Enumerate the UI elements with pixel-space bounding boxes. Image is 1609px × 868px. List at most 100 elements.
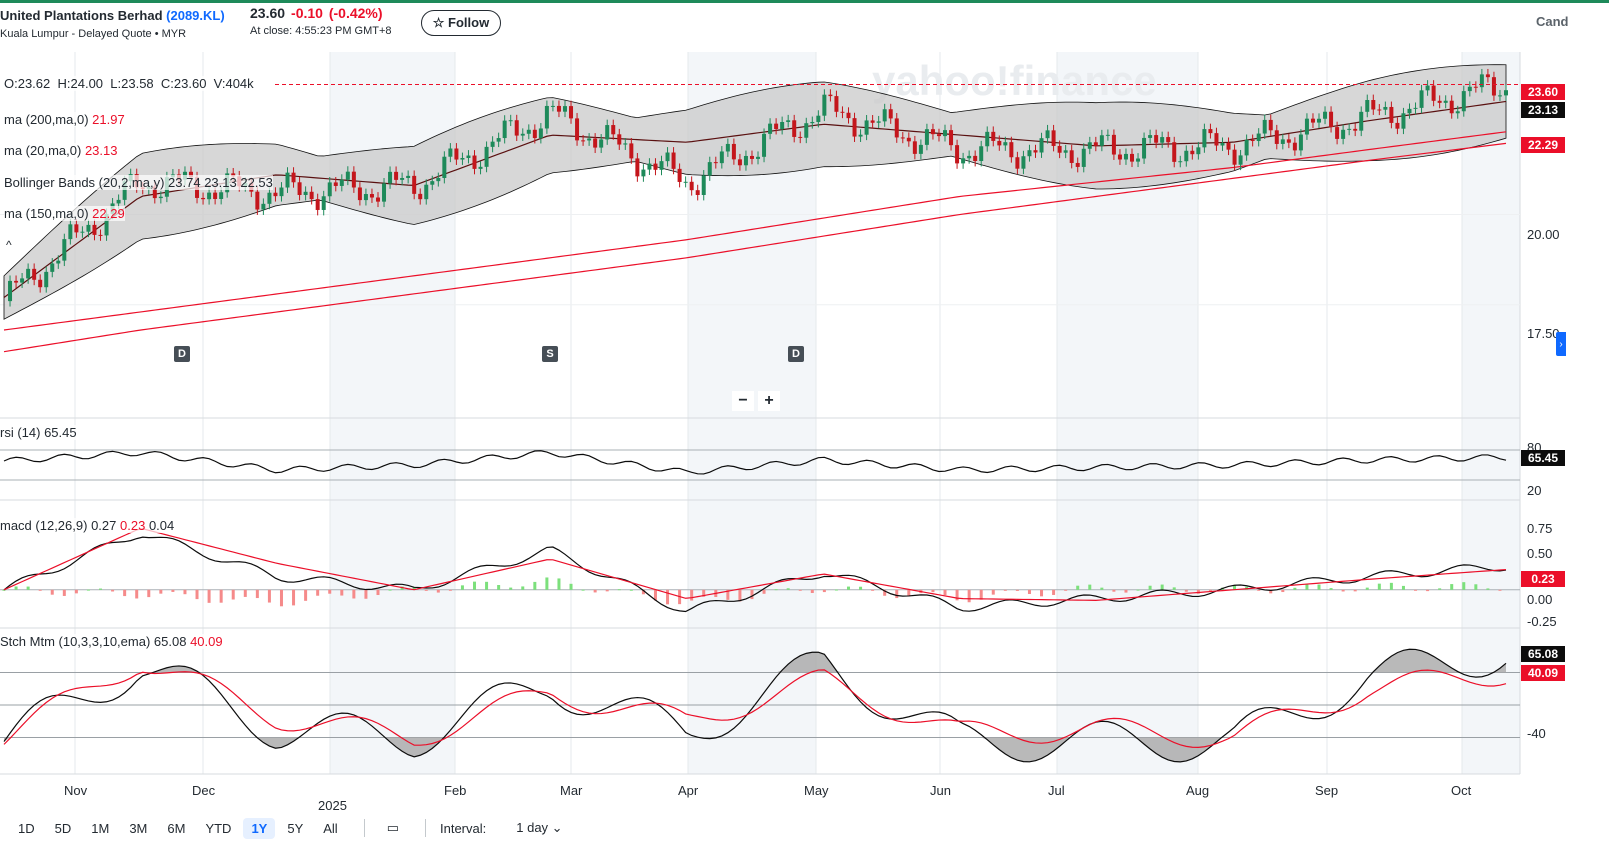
candle-body [1160, 137, 1165, 143]
macd-histogram-bar [436, 589, 440, 593]
candle-body [116, 199, 121, 204]
ma20-legend[interactable]: ma (20,ma,0) 23.13 [4, 143, 118, 158]
macd-histogram-bar [50, 589, 54, 595]
macd-legend[interactable]: macd (12,26,9) 0.27 0.23 0.04 [0, 518, 175, 533]
month-band [1462, 52, 1520, 774]
candle-body [1202, 129, 1207, 148]
candle-body [550, 105, 555, 107]
macd-histogram-bar [859, 586, 863, 590]
collapse-legend-icon[interactable]: ^ [6, 238, 12, 252]
candle-body [1075, 162, 1080, 167]
candle-body [1286, 139, 1291, 143]
range-all-button[interactable]: All [323, 820, 338, 836]
range-1y-button[interactable]: 1Y [243, 817, 276, 839]
zoom-out-button[interactable]: − [732, 391, 754, 411]
candle-body [74, 224, 79, 233]
range-1m-button[interactable]: 1M [91, 820, 110, 836]
ma150-label: ma (150,ma,0) [4, 206, 89, 221]
bollinger-legend[interactable]: Bollinger Bands (20,2,ma,y) 23.74 23.13 … [4, 175, 273, 190]
range-6m-button[interactable]: 6M [167, 820, 186, 836]
macd-histogram-bar [304, 589, 308, 601]
event-marker-dividend[interactable]: D [174, 346, 190, 362]
candle-body [888, 109, 893, 119]
candle-body [1214, 133, 1219, 146]
candle-body [1208, 129, 1213, 134]
candle-body [1473, 86, 1478, 88]
xtick-oct: Oct [1451, 783, 1472, 798]
ticker-symbol[interactable]: (2089.KL) [166, 8, 225, 23]
macd-histogram-bar [1293, 587, 1297, 590]
candle-body [906, 137, 911, 142]
candle-body [967, 155, 972, 159]
candle-body [635, 158, 640, 177]
candle-body [725, 143, 730, 152]
range-1d-button[interactable]: 1D [18, 820, 35, 836]
candle-body [834, 96, 839, 112]
candle-body [900, 137, 905, 139]
zoom-in-button[interactable]: + [758, 391, 780, 411]
macd-histogram-bar [545, 577, 549, 590]
range-ytd-button[interactable]: YTD [205, 820, 232, 836]
macd-histogram-bar [1341, 589, 1345, 592]
macd-histogram-bar [1112, 589, 1116, 592]
candle-body [98, 234, 103, 236]
candle-body [882, 109, 887, 122]
candle-body [44, 271, 49, 288]
macd-histogram-bar [352, 589, 356, 599]
rsi-line [3, 450, 1507, 475]
candle-body [1461, 91, 1466, 112]
follow-button[interactable]: ☆ Follow [421, 10, 501, 36]
candle-body [454, 148, 459, 160]
macd-histogram-bar [1088, 584, 1092, 590]
candle-body [997, 140, 1002, 146]
candle-body [460, 157, 465, 160]
stch-legend[interactable]: Stch Mtm (10,3,3,10,ema) 65.08 40.09 [0, 634, 223, 649]
ma150-legend[interactable]: ma (150,ma,0) 22.29 [4, 206, 125, 221]
macd-histogram-bar [1414, 589, 1418, 591]
calendar-icon[interactable]: ▭ [386, 820, 399, 835]
macd-histogram-bar [1027, 589, 1031, 594]
candle-body [478, 166, 483, 169]
candle-body [1389, 106, 1394, 123]
candle-body [1413, 107, 1418, 109]
candle-body [611, 125, 616, 135]
candle-body [737, 159, 742, 166]
macd-histogram-bar [207, 589, 211, 603]
macd-histogram-bar [533, 581, 537, 590]
range-5d-button[interactable]: 5D [54, 820, 72, 836]
candle-body [1238, 155, 1243, 165]
close-value: C:23.60 [160, 76, 207, 91]
toolbar-divider [425, 819, 426, 837]
candle-body [1148, 135, 1153, 138]
macd-histogram-bar [86, 589, 90, 591]
candle-body [1419, 90, 1424, 108]
candle-body [207, 192, 212, 200]
candle-body [1117, 154, 1122, 160]
range-3m-button[interactable]: 3M [129, 820, 148, 836]
candle-body [1015, 157, 1020, 169]
candle-body [707, 162, 712, 176]
watermark: yahoo!finance [872, 57, 1157, 104]
candle-body [412, 175, 417, 194]
candle-body [369, 194, 374, 198]
candle-body [1467, 86, 1472, 92]
candle-body [62, 239, 67, 261]
candle-body [629, 143, 634, 159]
candle-body [858, 134, 863, 137]
macd-histogram-bar [1353, 589, 1357, 592]
ma200-legend[interactable]: ma (200,ma,0) 21.97 [4, 112, 125, 127]
bb-values: 23.74 23.13 22.53 [168, 175, 273, 190]
rsi-legend[interactable]: rsi (14) 65.45 [0, 425, 77, 440]
candle-body [188, 171, 193, 178]
event-marker-dividend[interactable]: D [788, 346, 804, 362]
event-marker-split[interactable]: S [542, 346, 558, 362]
interval-select[interactable]: 1 day ⌄ [516, 820, 563, 835]
xtick-jun: Jun [930, 783, 951, 798]
side-panel-tab[interactable]: › [1556, 332, 1566, 356]
chart-type-button[interactable]: Cand [1536, 14, 1569, 29]
candle-body [918, 144, 923, 154]
candle-body [1051, 130, 1056, 146]
candle-body [219, 192, 224, 199]
range-5y-button[interactable]: 5Y [287, 820, 304, 836]
